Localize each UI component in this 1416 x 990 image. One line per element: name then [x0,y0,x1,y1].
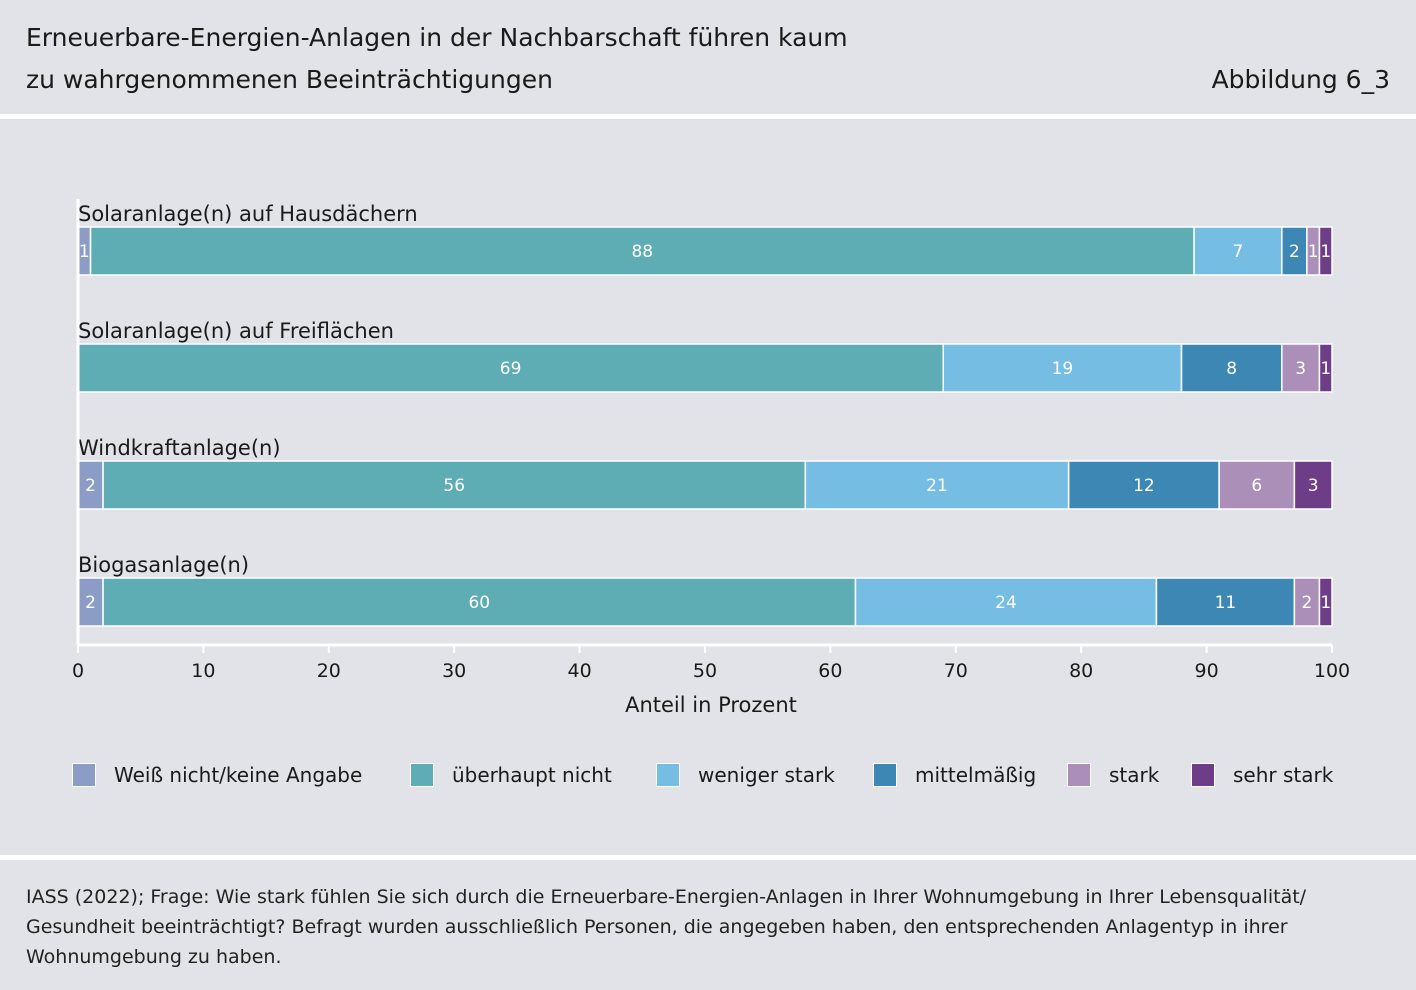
bar-segment [1067,460,1220,510]
legend-item: überhaupt nicht [410,762,612,788]
bar-value-label: 1 [79,242,90,262]
x-tick-label: 90 [1195,660,1219,682]
bar-value-label: 21 [926,476,948,496]
chart-title-line-2: zu wahrgenommenen Beeinträchtigungen [26,65,553,94]
x-tick-label: 10 [191,660,215,682]
bar-value-label: 2 [1289,242,1300,262]
bar-value-label: 2 [1302,593,1313,613]
category-label: Solaranlage(n) auf Hausdächern [78,202,418,226]
bar-segment [1318,577,1333,627]
legend-label: mittelmäßig [915,763,1037,787]
bar-segment [1155,577,1296,627]
legend-swatch [873,763,897,787]
legend-swatch [72,763,96,787]
bar-value-label: 1 [1320,242,1331,262]
bar-segment [804,460,1070,510]
x-axis-label: Anteil in Prozent [625,693,797,717]
bar-value-label: 12 [1133,476,1155,496]
bar-value-label: 2 [85,593,96,613]
legend-label: sehr stark [1233,763,1334,787]
bar-segment [77,577,104,627]
x-tick-label: 30 [442,660,466,682]
bar-value-label: 11 [1215,593,1237,613]
bar-segment [77,343,945,393]
header: Erneuerbare-Energien-Anlagen in der Nach… [0,0,1416,116]
bar-value-label: 19 [1052,359,1074,379]
legend-label: weniger stark [698,763,835,787]
chart-legend: Weiß nicht/keine Angabe überhaupt nicht we… [0,762,1416,792]
legend-item: sehr stark [1191,762,1333,788]
chart-title-line-1: Erneuerbare-Energien-Anlagen in der Nach… [26,23,848,52]
x-tick-label: 80 [1069,660,1093,682]
bar-segment [1293,460,1333,510]
legend-swatch [1067,763,1091,787]
x-tick-label: 20 [317,660,341,682]
figure-label: Abbildung 6_3 [1211,65,1390,94]
bar-segment [77,460,104,510]
legend-swatch [1191,763,1215,787]
x-tick-label: 40 [568,660,592,682]
bar-value-label: 60 [468,593,490,613]
bar-segment [89,226,1195,276]
bar-value-label: 1 [1320,593,1331,613]
bar-value-label: 6 [1251,476,1262,496]
x-tick-label: 100 [1314,660,1350,682]
x-tick-label: 60 [818,660,842,682]
bar-value-label: 2 [85,476,96,496]
bar-segment [102,577,857,627]
x-tick-label: 50 [693,660,717,682]
bar-value-label: 24 [995,593,1017,613]
bar-segment [1281,226,1308,276]
bar-segment [942,343,1183,393]
legend-label: Weiß nicht/keine Angabe [114,763,363,787]
category-label: Solaranlage(n) auf Freiflächen [78,319,394,343]
bar-value-label: 7 [1233,242,1244,262]
bar-segment [1180,343,1283,393]
legend-swatch [656,763,680,787]
bar-value-label: 69 [500,359,522,379]
bar-segment [1293,577,1321,627]
legend-label: überhaupt nicht [452,763,612,787]
footer-divider [0,855,1416,860]
bar-value-label: 3 [1308,476,1319,496]
bar-segment [1318,226,1333,276]
legend-item: mittelmäßig [873,762,1036,788]
bar-segment [1218,460,1296,510]
legend-label: stark [1109,763,1160,787]
x-tick-label: 70 [944,660,968,682]
source-note: IASS (2022); Frage: Wie stark fühlen Sie… [26,886,1307,968]
bar-segment [854,577,1158,627]
bar-segment [1318,343,1333,393]
legend-swatch [410,763,434,787]
x-tick-label: 0 [72,660,84,682]
bar-value-label: 88 [631,242,653,262]
legend-item: Weiß nicht/keine Angabe [72,762,362,788]
legend-item: weniger stark [656,762,835,788]
legend-item: stark [1067,762,1159,788]
category-label: Biogasanlage(n) [78,553,249,577]
header-divider [0,114,1416,119]
bar-value-label: 3 [1295,359,1306,379]
bar-value-label: 8 [1226,359,1237,379]
bar-value-label: 1 [1308,242,1319,262]
category-label: Windkraftanlage(n) [78,436,281,460]
bar-value-label: 56 [443,476,465,496]
bar-value-label: 1 [1320,359,1331,379]
